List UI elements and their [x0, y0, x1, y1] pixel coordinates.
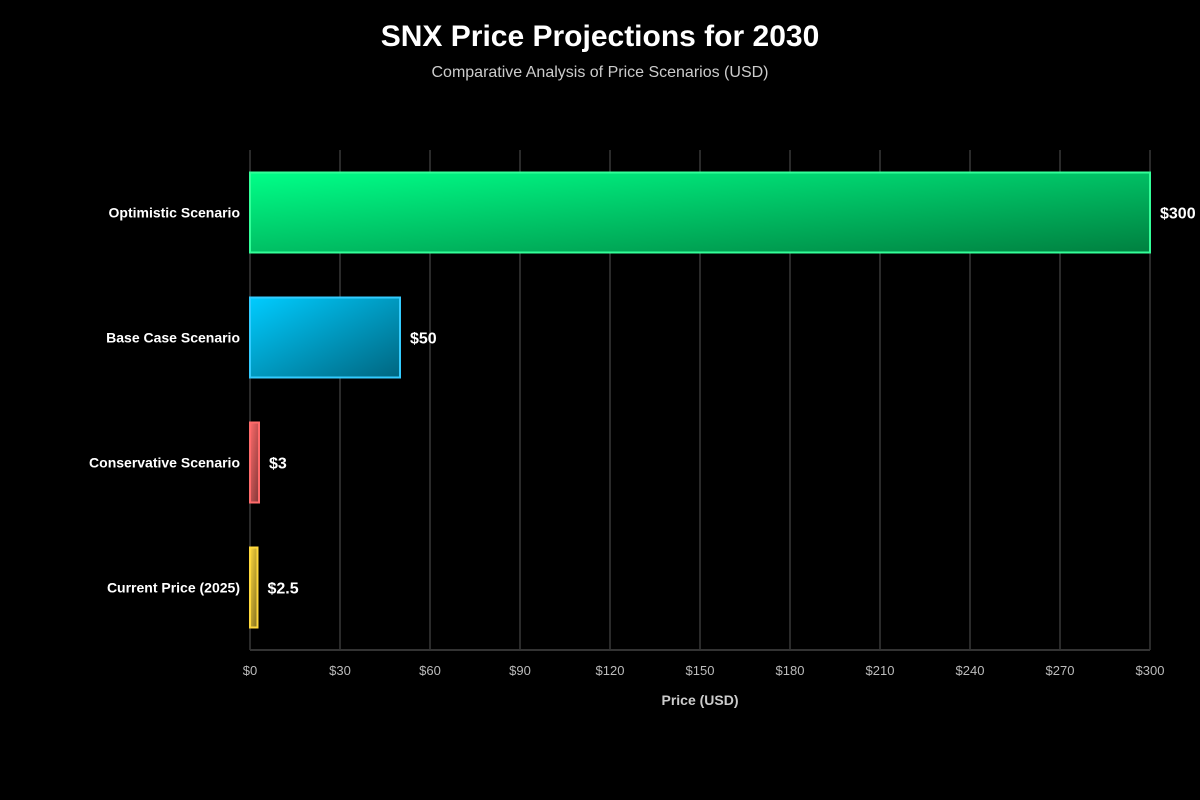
- y-tick-label: Current Price (2025): [107, 580, 240, 596]
- data-label: $2.5: [268, 581, 299, 598]
- x-tick-label: $30: [329, 663, 351, 678]
- x-tick-label: $120: [596, 663, 625, 678]
- y-tick-label: Conservative Scenario: [89, 455, 240, 471]
- bar: [249, 546, 259, 629]
- chart-subtitle: Comparative Analysis of Price Scenarios …: [431, 64, 769, 81]
- data-label: $3: [269, 456, 287, 473]
- x-tick-label: $240: [956, 663, 985, 678]
- x-axis-title: Price (USD): [661, 692, 738, 708]
- data-label: $300: [1160, 206, 1196, 223]
- y-tick-label: Base Case Scenario: [106, 330, 240, 346]
- x-tick-label: $300: [1136, 663, 1165, 678]
- bar: [249, 171, 1151, 254]
- x-tick-label: $0: [243, 663, 257, 678]
- x-tick-label: $270: [1046, 663, 1075, 678]
- x-tick-label: $180: [776, 663, 805, 678]
- chart-title: SNX Price Projections for 2030: [380, 20, 820, 53]
- x-tick-label: $90: [509, 663, 531, 678]
- x-tick-label: $60: [419, 663, 441, 678]
- bar: [249, 296, 401, 379]
- data-label: $50: [410, 331, 437, 348]
- y-tick-label: Optimistic Scenario: [109, 205, 240, 221]
- bar: [249, 421, 260, 504]
- x-tick-label: $210: [866, 663, 895, 678]
- x-tick-label: $150: [686, 663, 715, 678]
